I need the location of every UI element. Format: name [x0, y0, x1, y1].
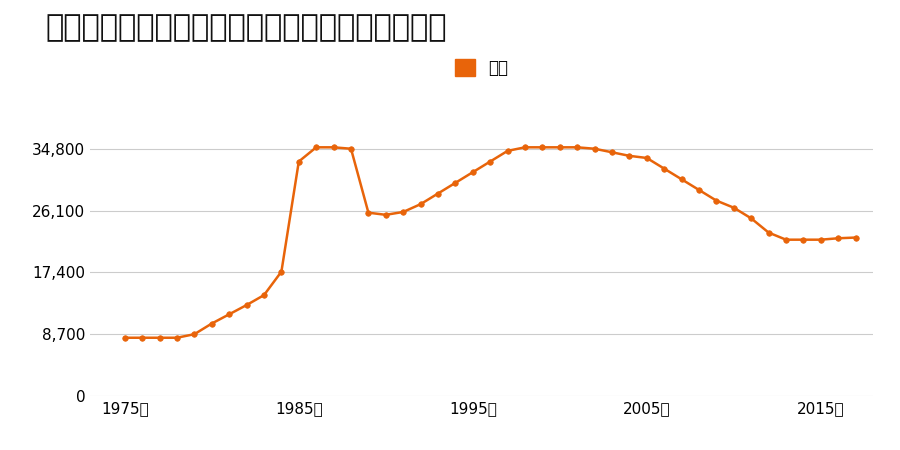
Text: 北海道帯広市南町東５条南６丁目６番の地価推移: 北海道帯広市南町東５条南６丁目６番の地価推移: [45, 14, 446, 42]
Legend: 価格: 価格: [454, 59, 508, 77]
